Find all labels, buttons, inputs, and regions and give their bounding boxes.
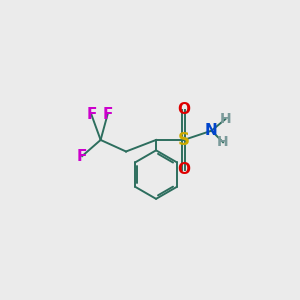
Text: N: N	[205, 123, 218, 138]
Text: S: S	[178, 131, 190, 149]
Text: O: O	[177, 163, 190, 178]
Text: F: F	[102, 107, 113, 122]
Text: H: H	[220, 112, 231, 126]
Text: F: F	[86, 107, 97, 122]
Text: O: O	[177, 102, 190, 117]
Text: F: F	[77, 148, 87, 164]
Text: H: H	[217, 135, 229, 149]
